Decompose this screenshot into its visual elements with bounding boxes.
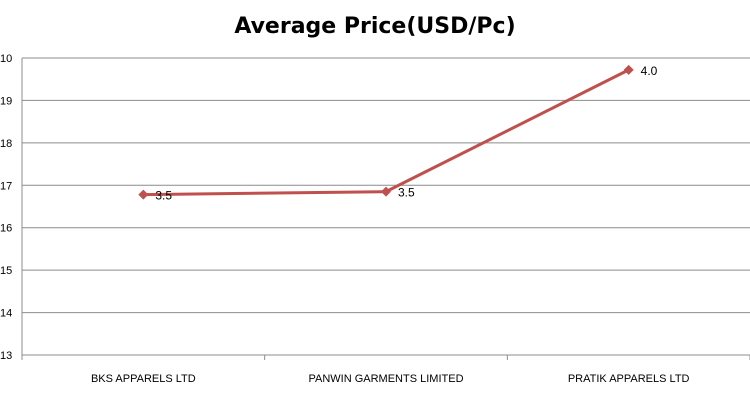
chart-title: Average Price(USD/Pc) [234,14,516,39]
y-tick-label: 16 [0,223,12,235]
y-tick-label: 10 [0,53,12,65]
data-label: 3.5 [398,186,415,200]
x-tick-label: PANWIN GARMENTS LIMITED [308,373,463,385]
y-tick-label: 18 [0,138,12,150]
y-tick-label: 13 [0,350,12,362]
x-tick-label: PRATIK APPARELS LTD [568,373,690,385]
data-point [623,64,634,75]
data-label: 4.0 [641,64,658,78]
series-line [143,68,630,197]
y-tick-label: 15 [0,265,12,277]
data-point [138,189,149,200]
data-label: 3.5 [155,189,172,203]
x-tick-label: BKS APPARELS LTD [91,373,196,385]
data-point [381,186,391,197]
y-tick-label: 14 [0,308,12,320]
y-tick-label: 19 [0,95,12,107]
y-tick-label: 17 [0,180,12,192]
